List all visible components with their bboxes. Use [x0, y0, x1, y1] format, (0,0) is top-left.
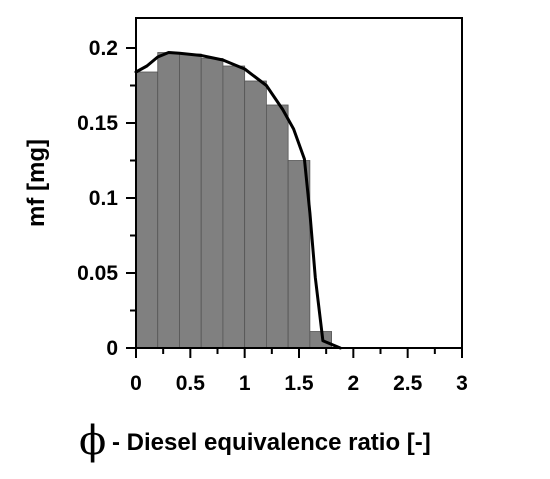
bar-1: [157, 52, 180, 349]
x-tick-label: 0: [130, 372, 142, 395]
y-tick-label: 0.2: [89, 37, 118, 60]
x-tick-label: 1: [239, 372, 251, 395]
bar-4: [222, 65, 246, 349]
bars: [135, 52, 333, 349]
x-tick-label: 3: [456, 372, 468, 395]
y-axis: 0 0.05 0.1 0.15 0.2: [77, 37, 136, 360]
x-tick-label: 2.5: [393, 372, 423, 395]
bar-6: [265, 104, 289, 349]
x-tick-label: 1.5: [284, 372, 314, 395]
y-axis-title: mf [mg]: [23, 139, 50, 227]
x-axis: 0 0.5 1 1.5 2 2.5 3: [130, 348, 468, 395]
x-axis-title: - Diesel equivalence ratio [-]: [112, 429, 431, 456]
x-tick-label: 0.5: [176, 372, 206, 395]
y-tick-label: 0.05: [77, 262, 118, 285]
y-tick-label: 0.15: [77, 112, 118, 135]
x-axis-title-symbol: ϕ: [79, 418, 106, 464]
bar-0: [135, 71, 159, 349]
y-tick-label: 0: [106, 337, 118, 360]
trend-curve: [134, 51, 342, 350]
bar-3: [200, 58, 224, 349]
trend-line: [134, 51, 342, 350]
bar-2: [179, 53, 202, 349]
bar-5: [244, 80, 267, 349]
y-tick-label: 0.1: [89, 187, 119, 210]
x-tick-label: 2: [347, 372, 359, 395]
